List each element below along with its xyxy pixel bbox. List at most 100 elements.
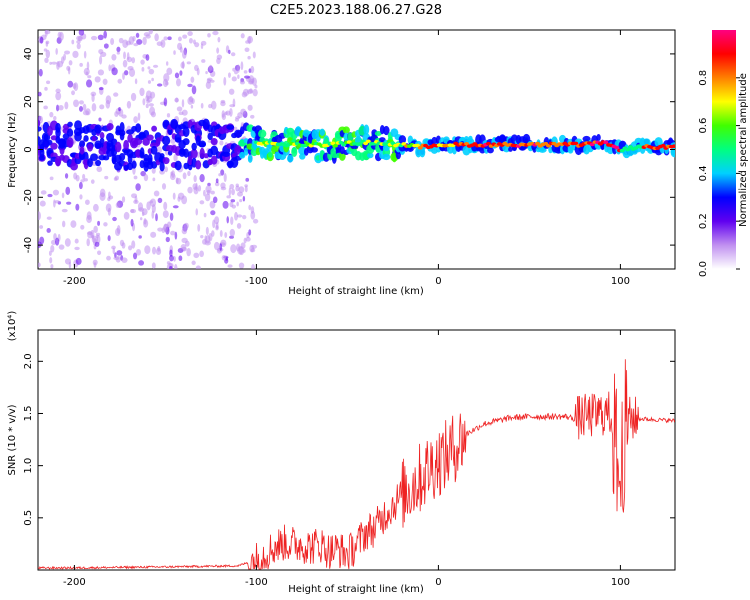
energy-point	[155, 137, 161, 147]
energy-point	[319, 128, 325, 136]
noise-point	[240, 33, 245, 39]
noise-point	[140, 59, 145, 65]
noise-point	[230, 216, 234, 225]
noise-point	[210, 210, 216, 216]
noise-point	[143, 173, 149, 182]
noise-point	[181, 109, 188, 116]
noise-point	[187, 31, 193, 37]
noise-point	[97, 34, 104, 41]
noise-point	[122, 59, 128, 68]
energy-point	[183, 148, 190, 158]
noise-point	[66, 65, 71, 71]
noise-point	[163, 73, 170, 83]
noise-point	[174, 97, 179, 103]
y-tick-label: 2.0	[23, 353, 34, 369]
noise-point	[78, 181, 83, 190]
noise-point	[79, 194, 83, 200]
noise-point	[190, 104, 194, 109]
noise-point	[204, 193, 211, 202]
noise-point	[250, 65, 255, 74]
noise-point	[108, 64, 112, 72]
energy-point	[70, 162, 78, 171]
energy-point	[487, 147, 494, 154]
energy-point	[102, 155, 110, 161]
noise-point	[117, 78, 123, 84]
energy-point	[162, 157, 170, 165]
noise-point	[146, 201, 151, 211]
noise-point	[199, 250, 204, 258]
ridge-point	[333, 143, 339, 148]
colorbar-tick-label: 0.6	[698, 118, 709, 134]
noise-point	[39, 115, 44, 124]
noise-point	[191, 85, 197, 95]
energy-point	[79, 146, 85, 155]
energy-point	[167, 150, 173, 156]
ridge-point	[417, 146, 423, 150]
noise-point	[144, 245, 151, 255]
noise-point	[75, 203, 80, 211]
noise-point	[250, 114, 255, 119]
energy-point	[159, 161, 165, 172]
noise-point	[166, 67, 173, 75]
noise-point	[133, 175, 138, 180]
noise-point	[169, 249, 173, 257]
noise-point	[70, 220, 77, 228]
noise-point	[139, 87, 145, 97]
energy-point	[383, 125, 390, 136]
noise-point	[169, 266, 173, 269]
noise-point	[207, 182, 211, 187]
energy-point	[195, 160, 202, 170]
ridge-point	[414, 143, 420, 148]
noise-point	[170, 230, 176, 236]
noise-point	[72, 50, 79, 59]
noise-point	[145, 90, 152, 100]
noise-point	[248, 229, 252, 236]
colorbar-tick-label: 0.8	[698, 70, 709, 86]
noise-point	[142, 98, 146, 106]
energy-point	[210, 145, 219, 156]
noise-point	[151, 262, 156, 269]
noise-point	[49, 61, 52, 65]
noise-point	[59, 31, 64, 41]
noise-point	[192, 183, 198, 190]
noise-point	[38, 68, 43, 77]
energy-point	[210, 137, 218, 146]
noise-point	[46, 80, 51, 85]
noise-point	[238, 186, 245, 194]
noise-point	[55, 47, 58, 55]
colorbar-ticks: 0.0 0.2 0.4 0.6 0.8	[698, 70, 740, 277]
noise-point	[97, 220, 101, 226]
noise-point	[190, 76, 195, 83]
ridge-point	[671, 144, 675, 149]
noise-point	[212, 30, 219, 36]
noise-point	[254, 84, 258, 89]
energy-point	[395, 149, 402, 160]
energy-point	[151, 125, 157, 132]
noise-point	[169, 212, 174, 222]
noise-point	[181, 227, 188, 235]
colorbar-tick-label: 0.0	[698, 261, 709, 277]
noise-point	[123, 51, 126, 60]
noise-point	[167, 36, 172, 41]
noise-point	[133, 116, 138, 124]
noise-point	[193, 175, 197, 183]
energy-point	[508, 146, 513, 152]
noise-point	[235, 185, 240, 192]
noise-point	[64, 238, 71, 247]
noise-point	[92, 259, 98, 266]
spectrogram-content	[38, 30, 675, 269]
noise-point	[115, 202, 121, 208]
noise-point	[131, 57, 136, 64]
noise-point	[181, 99, 185, 108]
energy-point	[134, 137, 143, 146]
energy-point	[299, 153, 306, 160]
energy-point	[99, 137, 105, 145]
noise-point	[138, 260, 145, 266]
noise-point	[244, 75, 250, 79]
noise-point	[173, 153, 178, 162]
energy-point	[398, 135, 407, 145]
noise-point	[45, 40, 50, 45]
noise-point	[71, 90, 75, 96]
noise-point	[55, 88, 61, 94]
